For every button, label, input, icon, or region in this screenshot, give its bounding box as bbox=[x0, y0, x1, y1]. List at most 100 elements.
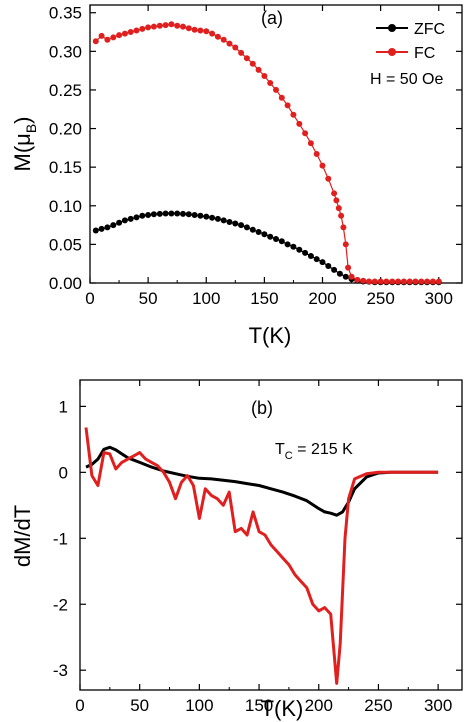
data-point-fc bbox=[335, 205, 342, 212]
y-tick-label: 0.20 bbox=[49, 120, 82, 139]
y-tick-label: 0.10 bbox=[49, 197, 82, 216]
data-point-fc bbox=[191, 26, 198, 33]
data-point-zfc bbox=[203, 213, 210, 220]
y-axis-label-a-end: ) bbox=[10, 117, 35, 124]
data-point-fc bbox=[424, 278, 431, 285]
data-point-fc bbox=[180, 23, 186, 30]
legend-label-fc: FC bbox=[414, 45, 435, 62]
data-point-fc bbox=[412, 278, 419, 285]
data-point-zfc bbox=[98, 225, 105, 232]
data-point-fc bbox=[226, 40, 233, 47]
data-point-zfc bbox=[180, 210, 186, 217]
x-tick-label: 100 bbox=[185, 696, 213, 715]
y-tick-label: 0.00 bbox=[49, 274, 82, 293]
x-axis-label-b: T(K) bbox=[261, 696, 304, 721]
panel-b: 0 50 100 150 200 250 300 1 0 -1 -2 -3 (b) TC = 215 … bbox=[10, 379, 463, 721]
tick-labels-b: 0 50 100 150 200 250 300 1 0 -1 -2 -3 bbox=[53, 397, 452, 715]
data-point-fc bbox=[267, 80, 274, 86]
y-axis-label-b: dM/dT bbox=[10, 505, 35, 567]
data-point-zfc bbox=[325, 263, 332, 269]
data-point-fc bbox=[345, 264, 352, 271]
y-axis-label-a-sub: B bbox=[23, 124, 39, 133]
data-point-zfc bbox=[133, 214, 140, 221]
x-tick-label: 0 bbox=[85, 289, 94, 308]
y-tick-label: 0.05 bbox=[49, 235, 82, 254]
data-point-zfc bbox=[255, 229, 262, 235]
data-point-fc bbox=[338, 212, 345, 219]
x-tick-label: 150 bbox=[250, 289, 278, 308]
data-point-fc bbox=[127, 29, 134, 35]
data-point-fc bbox=[354, 276, 361, 283]
data-point-zfc bbox=[342, 273, 349, 280]
data-point-fc bbox=[203, 28, 210, 35]
data-point-fc bbox=[185, 25, 192, 32]
data-point-zfc bbox=[150, 211, 157, 218]
y-tick-label: 0.25 bbox=[49, 81, 82, 100]
x-axis-label-a: T(K) bbox=[249, 323, 292, 348]
data-point-fc bbox=[325, 175, 332, 182]
data-point-zfc bbox=[214, 215, 221, 222]
x-tick-label: 100 bbox=[192, 289, 220, 308]
data-point-fc bbox=[371, 278, 378, 285]
tc-annotation-sub: C bbox=[285, 450, 293, 462]
data-point-fc bbox=[342, 241, 349, 248]
data-point-fc bbox=[121, 30, 128, 37]
data-point-fc bbox=[116, 32, 123, 39]
legend-a: ZFC FC bbox=[376, 21, 445, 62]
data-point-fc bbox=[98, 32, 105, 39]
data-point-zfc bbox=[197, 212, 204, 219]
axis-ticks-a bbox=[89, 5, 462, 284]
y-axis-label-a: M(μB) bbox=[10, 117, 39, 172]
data-point-zfc bbox=[174, 210, 181, 217]
data-point-fc bbox=[302, 130, 309, 137]
series-line-zfc bbox=[85, 445, 439, 517]
data-point-zfc bbox=[220, 217, 227, 224]
data-point-zfc bbox=[331, 266, 338, 273]
data-point-fc bbox=[319, 162, 326, 169]
data-point-fc bbox=[435, 278, 442, 285]
data-point-fc bbox=[406, 278, 413, 285]
panel-a: 0 50 100 150 200 250 300 0.00 0.05 0.10 0.15 0.20 0.… bbox=[10, 4, 463, 348]
data-point-fc bbox=[104, 36, 111, 43]
data-point-fc bbox=[377, 278, 384, 285]
data-point-zfc bbox=[336, 270, 343, 277]
y-tick-label: 1 bbox=[59, 397, 68, 416]
data-point-fc bbox=[156, 22, 163, 29]
data-point-zfc bbox=[156, 210, 163, 217]
data-point-zfc bbox=[267, 233, 274, 240]
plot-frame-b bbox=[79, 379, 463, 691]
data-point-fc bbox=[296, 120, 303, 127]
data-point-fc bbox=[290, 111, 297, 118]
y-tick-label: 0.35 bbox=[49, 4, 82, 23]
tick-labels-a: 0 50 100 150 200 250 300 0.00 0.05 0.10 0.15 0.20 0.… bbox=[49, 4, 453, 308]
x-tick-label: 0 bbox=[75, 696, 84, 715]
data-point-zfc bbox=[185, 211, 192, 218]
legend-marker-fc bbox=[388, 48, 396, 56]
x-tick-label: 300 bbox=[424, 696, 452, 715]
data-point-fc bbox=[313, 151, 320, 157]
data-point-zfc bbox=[273, 236, 279, 242]
data-point-zfc bbox=[296, 246, 303, 253]
data-point-zfc bbox=[168, 210, 175, 217]
legend-marker-zfc bbox=[388, 24, 396, 32]
data-point-zfc bbox=[226, 219, 233, 225]
data-point-fc bbox=[214, 33, 221, 40]
series-b bbox=[84, 427, 439, 685]
data-point-zfc bbox=[209, 214, 216, 221]
x-tick-label: 200 bbox=[308, 289, 336, 308]
data-point-fc bbox=[383, 278, 390, 285]
tc-annotation-end: = 215 K bbox=[293, 441, 353, 458]
x-tick-label: 250 bbox=[366, 289, 394, 308]
data-point-fc bbox=[284, 102, 291, 109]
x-tick-label: 50 bbox=[130, 696, 149, 715]
data-point-fc bbox=[162, 22, 169, 29]
data-point-fc bbox=[348, 273, 355, 280]
data-point-fc bbox=[209, 30, 216, 37]
data-point-fc bbox=[366, 278, 372, 285]
data-point-fc bbox=[331, 190, 338, 197]
data-point-fc bbox=[174, 22, 181, 29]
data-point-zfc bbox=[313, 256, 320, 263]
data-point-zfc bbox=[121, 217, 128, 224]
data-point-fc bbox=[92, 38, 99, 45]
data-point-zfc bbox=[139, 212, 146, 219]
